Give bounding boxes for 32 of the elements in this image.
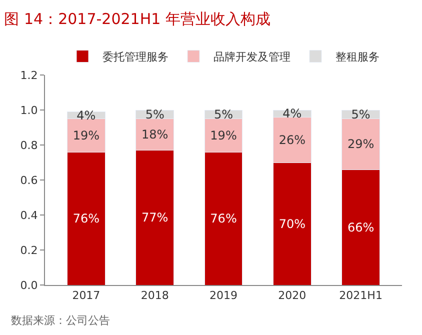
source-note: 数据来源：公司公告 [11, 314, 110, 327]
y-tick-label: 0.2 [20, 244, 38, 257]
y-tick-label: 0.0 [20, 278, 38, 292]
y-tick-label: 1.2 [20, 68, 38, 82]
data-label: 5% [351, 107, 370, 122]
y-tick-label: 0.8 [20, 138, 38, 152]
data-label: 19% [210, 128, 237, 142]
data-label: 4% [282, 106, 302, 120]
legend-label: 品牌开发及管理 [214, 50, 290, 64]
data-label: 76% [210, 212, 237, 226]
y-tick-label: 1.0 [20, 104, 38, 117]
x-tick-label: 2017 [72, 289, 100, 302]
legend-label: 整租服务 [336, 50, 380, 64]
data-label: 18% [142, 128, 168, 142]
data-label: 4% [76, 108, 96, 122]
x-tick-label: 2018 [140, 289, 169, 302]
data-label: 5% [214, 107, 234, 122]
chart-title: 图 14：2017-2021H1 年营业收入构成 [4, 10, 270, 28]
y-tick-label: 0.4 [20, 208, 38, 222]
y-tick-label: 0.6 [20, 174, 38, 187]
data-label: 70% [278, 216, 306, 231]
data-label: 19% [72, 128, 100, 142]
data-label: 66% [347, 220, 374, 234]
data-label: 26% [278, 132, 306, 147]
data-label: 76% [72, 212, 100, 226]
x-tick-label: 2020 [278, 289, 306, 302]
data-label: 29% [347, 137, 374, 152]
data-label: 5% [145, 107, 164, 122]
legend-label: 委托管理服务 [102, 50, 168, 64]
x-tick-label: 2019 [210, 289, 238, 302]
data-label: 77% [142, 210, 168, 225]
x-tick-label: 2021H1 [339, 289, 382, 302]
